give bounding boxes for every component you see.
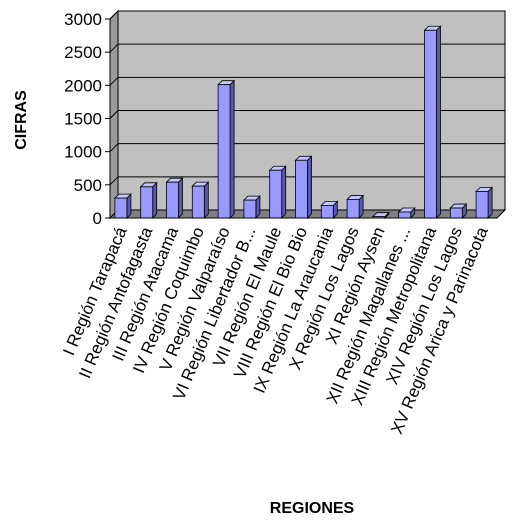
bar-side [229, 79, 235, 219]
bar-front [217, 84, 231, 219]
bar [449, 203, 468, 219]
y-tick-label: 0 [93, 209, 102, 228]
bar-side [152, 181, 158, 219]
bar-series [113, 25, 494, 219]
bar-front [424, 29, 437, 219]
bar-side [436, 25, 441, 219]
bar-front [243, 199, 257, 219]
bar [242, 195, 261, 219]
bar [423, 25, 442, 219]
bar [371, 211, 390, 219]
bar [320, 200, 339, 219]
bar [475, 186, 494, 219]
bar [217, 79, 236, 219]
bar-side [307, 155, 312, 219]
bar [397, 207, 416, 219]
bar-front [191, 185, 205, 219]
bar [346, 194, 365, 219]
bar-front [475, 191, 489, 219]
bar [294, 155, 313, 219]
bar-front [295, 159, 308, 219]
bar-front [320, 204, 334, 219]
y-tick-label: 2000 [64, 76, 102, 95]
gridline-side [109, 43, 119, 53]
y-tick-label: 2500 [64, 43, 102, 62]
bar-front [166, 181, 179, 219]
bar [139, 181, 158, 219]
gridline-side [109, 176, 119, 186]
gridline-side [109, 110, 119, 119]
bar-side [487, 186, 493, 219]
x-axis-title: REGIONES [270, 500, 355, 517]
bar-side [178, 177, 183, 219]
y-tick-label: 500 [74, 176, 102, 195]
bar-front [346, 199, 360, 219]
bar [191, 181, 210, 219]
bar-front [269, 169, 283, 219]
gridline-side [109, 76, 119, 86]
y-tick-label: 1500 [64, 110, 102, 129]
bar-front [398, 211, 412, 219]
bar [113, 193, 132, 219]
y-tick-label: 1000 [64, 143, 102, 162]
bar [268, 165, 287, 219]
gridline-side [109, 10, 119, 20]
bar-side [281, 165, 287, 219]
y-axis-title: CIFRAS [13, 90, 30, 150]
bar-side [203, 181, 209, 219]
bar [165, 177, 184, 219]
gridline-side [109, 143, 119, 153]
bar-front [140, 186, 154, 219]
bar-front [114, 197, 128, 219]
y-tick-label: 3000 [64, 10, 102, 29]
bar-front [449, 207, 463, 219]
y-axis-ticks: 0 500 1000 1500 2000 2500 3000 [64, 10, 497, 228]
